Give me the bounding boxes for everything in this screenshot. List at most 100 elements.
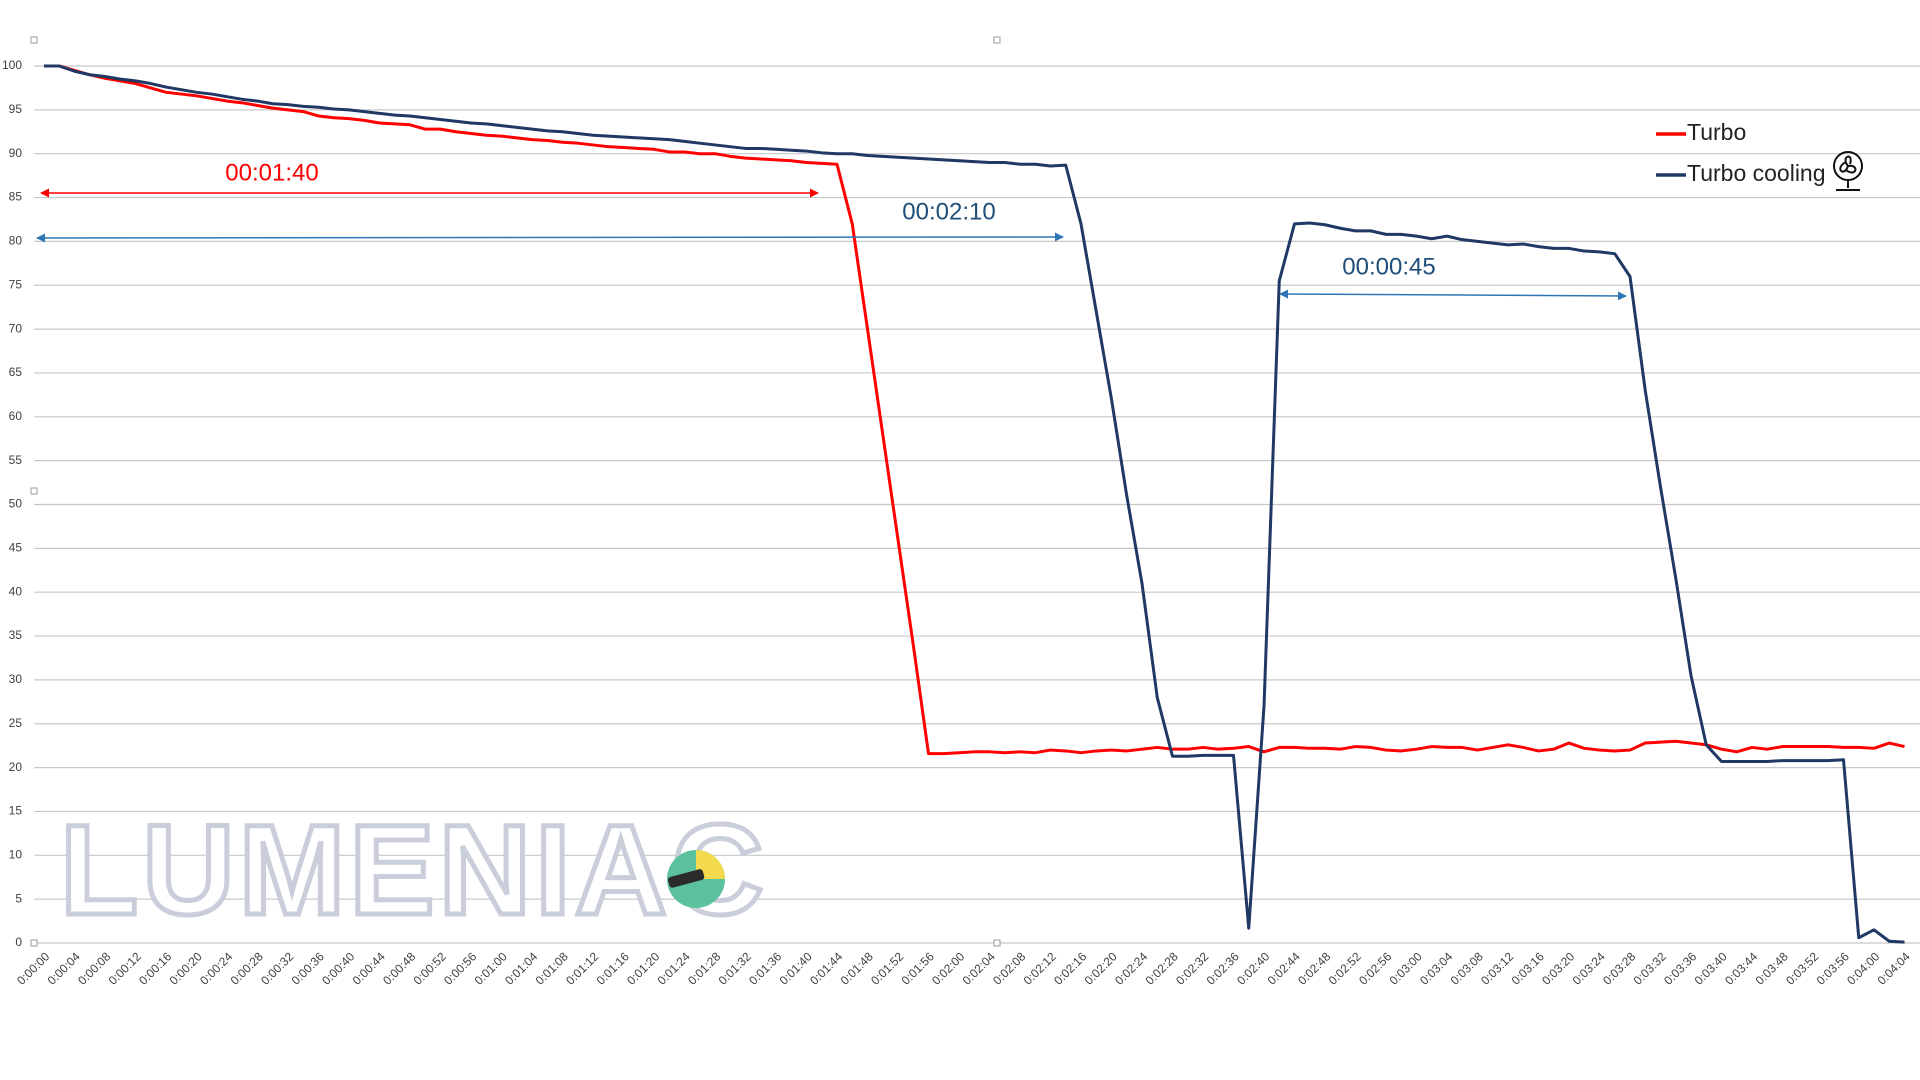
y-tick-label: 30 bbox=[9, 672, 23, 686]
x-tick-label: 0:00:00 bbox=[14, 949, 52, 987]
y-tick-label: 40 bbox=[9, 584, 23, 598]
x-tick-label: 0:03:12 bbox=[1478, 949, 1516, 987]
handles bbox=[30, 36, 1001, 947]
x-tick-label: 0:03:08 bbox=[1448, 949, 1486, 987]
y-tick-label: 95 bbox=[9, 102, 23, 116]
x-tick-label: 0:02:36 bbox=[1204, 949, 1242, 987]
x-tick-label: 0:00:36 bbox=[289, 949, 327, 987]
x-tick-label: 0:00:16 bbox=[136, 949, 174, 987]
x-tick-label: 0:02:04 bbox=[960, 949, 998, 987]
x-tick-label: 0:00:28 bbox=[228, 949, 266, 987]
x-tick-label: 0:04:00 bbox=[1844, 949, 1882, 987]
x-tick-label: 0:02:16 bbox=[1051, 949, 1089, 987]
x-tick-label: 0:01:28 bbox=[685, 949, 723, 987]
x-tick-label: 0:03:56 bbox=[1814, 949, 1852, 987]
legend-label: Turbo cooling bbox=[1687, 160, 1826, 186]
annotation: 00:01:40 bbox=[225, 159, 318, 186]
logo-torch bbox=[667, 869, 705, 888]
x-tick-label: 0:03:28 bbox=[1600, 949, 1638, 987]
y-tick-label: 25 bbox=[9, 716, 23, 730]
x-tick-label: 0:03:36 bbox=[1661, 949, 1699, 987]
fan-icon bbox=[1833, 151, 1863, 191]
x-tick-label: 0:04:04 bbox=[1875, 949, 1913, 987]
x-tick-label: 0:01:32 bbox=[716, 949, 754, 987]
y-tick-label: 0 bbox=[15, 935, 22, 949]
x-tick-label: 0:01:04 bbox=[502, 949, 540, 987]
y-tick-label: 70 bbox=[9, 321, 23, 335]
x-tick-label: 0:00:20 bbox=[167, 949, 205, 987]
x-tick-label: 0:02:52 bbox=[1326, 949, 1364, 987]
y-tick-label: 100 bbox=[2, 58, 22, 72]
legend: Turbo Turbo cooling bbox=[1656, 119, 1826, 186]
x-tick-label: 0:01:48 bbox=[838, 949, 876, 987]
x-tick-label: 0:02:20 bbox=[1082, 949, 1120, 987]
x-tick-label: 0:02:32 bbox=[1173, 949, 1211, 987]
x-tick-label: 0:00:52 bbox=[411, 949, 449, 987]
x-tick-label: 0:01:44 bbox=[807, 949, 845, 987]
x-tick-label: 0:01:00 bbox=[472, 949, 510, 987]
x-tick-label: 0:03:20 bbox=[1539, 949, 1577, 987]
x-tick-label: 0:00:48 bbox=[380, 949, 418, 987]
watermark-group: LUMENIAC bbox=[58, 796, 768, 944]
x-tick-label: 0:01:12 bbox=[563, 949, 601, 987]
x-tick-label: 0:01:56 bbox=[899, 949, 937, 987]
y-tick-label: 50 bbox=[9, 497, 23, 511]
x-tick-label: 0:02:40 bbox=[1234, 949, 1272, 987]
x-tick-label: 0:03:00 bbox=[1387, 949, 1425, 987]
y-tick-label: 55 bbox=[9, 453, 23, 467]
y-tick-label: 80 bbox=[9, 234, 23, 248]
y-tick-label: 85 bbox=[9, 190, 23, 204]
y-tick-label: 15 bbox=[9, 804, 23, 818]
x-tick-label: 0:01:40 bbox=[777, 949, 815, 987]
x-tick-label: 0:02:12 bbox=[1021, 949, 1059, 987]
x-tick-label: 0:01:08 bbox=[533, 949, 571, 987]
x-tick-label: 0:03:40 bbox=[1692, 949, 1730, 987]
x-tick-label: 0:01:24 bbox=[655, 949, 693, 987]
y-tick-label: 20 bbox=[9, 760, 23, 774]
annotation: 00:02:10 bbox=[902, 198, 995, 225]
arrow bbox=[36, 232, 1064, 243]
y-tick-label: 90 bbox=[9, 146, 23, 160]
series-line bbox=[44, 64, 1905, 944]
x-tick-label: 0:02:08 bbox=[990, 949, 1028, 987]
y-tick-label: 5 bbox=[15, 891, 22, 905]
x-tick-label: 0:01:20 bbox=[624, 949, 662, 987]
x-tick-label: 0:02:48 bbox=[1295, 949, 1333, 987]
x-tick-label: 0:02:24 bbox=[1112, 949, 1150, 987]
x-tick-label: 0:03:44 bbox=[1722, 949, 1760, 987]
x-tick-label: 0:00:40 bbox=[319, 949, 357, 987]
y-tick-label: 35 bbox=[9, 628, 23, 642]
x-tick-label: 0:00:12 bbox=[106, 949, 144, 987]
x-tick-label: 0:01:36 bbox=[746, 949, 784, 987]
y-tick-label: 65 bbox=[9, 365, 23, 379]
y-tick-label: 10 bbox=[9, 847, 23, 861]
x-tick-label: 0:00:56 bbox=[441, 949, 479, 987]
x-tick-label: 0:00:24 bbox=[197, 949, 235, 987]
y-tick-label: 75 bbox=[9, 277, 23, 291]
x-tick-label: 0:00:08 bbox=[75, 949, 113, 987]
x-tick-label: 0:01:52 bbox=[868, 949, 906, 987]
y-tick-label: 45 bbox=[9, 541, 23, 555]
arrow bbox=[1279, 289, 1627, 301]
arrows bbox=[36, 188, 1627, 301]
x-tick-label: 0:03:52 bbox=[1783, 949, 1821, 987]
x-tick-label: 0:00:44 bbox=[350, 949, 388, 987]
logo-part bbox=[696, 850, 725, 879]
x-tick-label: 0:03:48 bbox=[1753, 949, 1791, 987]
x-tick-label: 0:00:04 bbox=[45, 949, 83, 987]
x-tick-label: 0:03:16 bbox=[1509, 949, 1547, 987]
x-tick-label: 0:02:56 bbox=[1356, 949, 1394, 987]
x-tick-label: 0:02:44 bbox=[1265, 949, 1303, 987]
y-tick-label: 60 bbox=[9, 409, 23, 423]
annotation: 00:00:45 bbox=[1342, 253, 1435, 280]
x-tick-label: 0:02:00 bbox=[929, 949, 967, 987]
series-line bbox=[44, 64, 1905, 756]
x-tick-label: 0:03:24 bbox=[1570, 949, 1608, 987]
x-tick-label: 0:03:32 bbox=[1631, 949, 1669, 987]
x-tick-label: 0:03:04 bbox=[1417, 949, 1455, 987]
x-tick-label: 0:01:16 bbox=[594, 949, 632, 987]
x-tick-label: 0:02:28 bbox=[1143, 949, 1181, 987]
plot bbox=[44, 64, 1905, 944]
watermark: LUMENIAC bbox=[60, 799, 768, 942]
